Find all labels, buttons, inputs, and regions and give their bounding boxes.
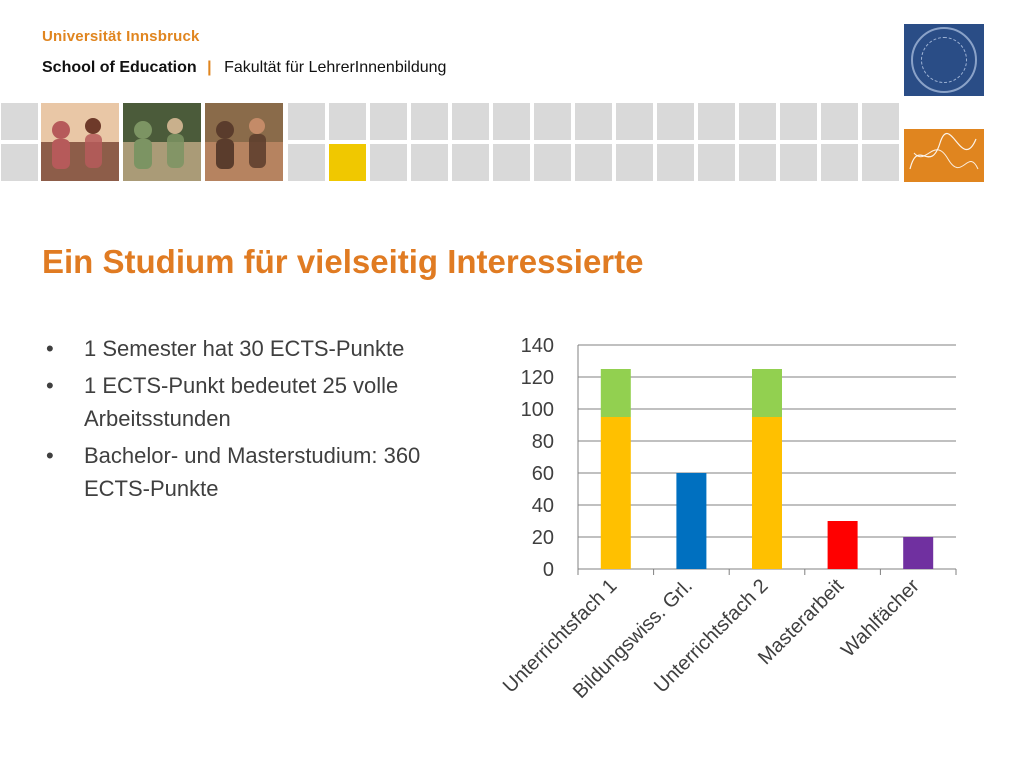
bar-segment <box>752 417 782 569</box>
banner-tile <box>534 144 571 181</box>
banner-tile <box>657 103 694 140</box>
banner-tile <box>575 103 612 140</box>
bar-segment <box>676 473 707 569</box>
banner-tile <box>534 103 571 140</box>
logo-scribble-2 <box>913 149 979 170</box>
banner-tile <box>493 103 530 140</box>
photo-person-head <box>134 121 152 139</box>
bar-segment <box>827 521 858 569</box>
banner-tile <box>616 144 653 181</box>
banner-tile <box>739 103 776 140</box>
banner-tile <box>452 144 489 181</box>
y-tick-label: 0 <box>543 559 554 581</box>
y-tick-label: 140 <box>521 335 554 357</box>
banner-tile <box>862 144 899 181</box>
banner-tile <box>616 103 653 140</box>
bullet-text: Bachelor- und Masterstudium: 360 ECTS-Pu… <box>84 443 421 501</box>
banner-tile <box>821 144 858 181</box>
photo-person-body <box>167 134 184 168</box>
logo-scribble <box>909 133 977 170</box>
bullet-text: 1 ECTS-Punkt bedeutet 25 volle Arbeitsst… <box>84 373 399 431</box>
y-tick-label: 20 <box>532 527 554 549</box>
bar-segment <box>600 417 631 569</box>
bullet-item: • 1 Semester hat 30 ECTS-Punkte <box>46 332 466 365</box>
photo-banner <box>1 103 899 181</box>
banner-tile <box>411 144 448 181</box>
slide-title: Ein Studium für vielseitig Interessierte <box>42 243 644 280</box>
logo-blue-field <box>904 24 984 96</box>
banner-tile <box>452 103 489 140</box>
bullet-text: 1 Semester hat 30 ECTS-Punkte <box>84 336 405 361</box>
faculty-name: Fakultät für LehrerInnenbildung <box>224 59 447 76</box>
seal-inner-ring <box>921 37 967 83</box>
bullet-item: • 1 ECTS-Punkt bedeutet 25 volle Arbeitss… <box>46 369 466 435</box>
photo-person-body <box>85 134 102 168</box>
university-name: Universität Innsbruck <box>42 28 200 45</box>
photo-person-body <box>52 139 70 169</box>
photo-person-head <box>249 118 265 134</box>
banner-tile <box>411 103 448 140</box>
banner-tile <box>780 103 817 140</box>
banner-tile <box>288 103 325 140</box>
banner-tile <box>329 144 366 181</box>
banner-tile <box>1 144 38 181</box>
university-seal-icon <box>911 27 977 93</box>
x-tick-label: Wahlfächer <box>837 575 924 662</box>
bar-segment <box>903 537 934 569</box>
bullet-item: • Bachelor- und Masterstudium: 360 ECTS-P… <box>46 439 466 505</box>
logo-orange-field <box>904 129 984 182</box>
photo-person-body <box>216 139 234 169</box>
banner-tile <box>780 144 817 181</box>
banner-tile <box>698 103 735 140</box>
banner-photo <box>41 103 119 181</box>
bullet-list: • 1 Semester hat 30 ECTS-Punkte • 1 ECTS-P… <box>46 332 466 509</box>
banner-tile <box>288 144 325 181</box>
school-name: School of Education <box>42 59 197 76</box>
logo-word-1: universität <box>902 97 968 114</box>
y-tick-label: 40 <box>532 495 554 517</box>
bullet-dot: • <box>46 373 54 398</box>
bullet-dot: • <box>46 443 54 468</box>
university-logo: universität innsbruck <box>902 24 984 182</box>
banner-tile <box>575 144 612 181</box>
photo-person-head <box>167 118 183 134</box>
banner-tile <box>862 103 899 140</box>
banner-tile <box>821 103 858 140</box>
logo-word-2: innsbruck <box>902 110 964 127</box>
banner-photo <box>205 103 283 181</box>
banner-tile <box>698 144 735 181</box>
photo-person-head <box>216 121 234 139</box>
y-tick-label: 120 <box>521 367 554 389</box>
photo-person-head <box>85 118 101 134</box>
banner-tile <box>329 103 366 140</box>
bar-segment <box>752 369 782 417</box>
bar-segment <box>600 369 631 417</box>
banner-tile <box>739 144 776 181</box>
banner-tile <box>370 144 407 181</box>
school-line: School of Education | Fakultät für Lehre… <box>42 59 446 77</box>
photo-person-head <box>52 121 70 139</box>
banner-tile <box>493 144 530 181</box>
banner-tile <box>657 144 694 181</box>
y-tick-label: 100 <box>521 399 554 421</box>
y-tick-label: 60 <box>532 463 554 485</box>
bullet-dot: • <box>46 336 54 361</box>
y-tick-label: 80 <box>532 431 554 453</box>
photo-person-body <box>249 134 266 168</box>
banner-photo <box>123 103 201 181</box>
photo-person-body <box>134 139 152 169</box>
banner-tile <box>370 103 407 140</box>
header-separator: | <box>207 59 212 76</box>
banner-tile <box>1 103 38 140</box>
